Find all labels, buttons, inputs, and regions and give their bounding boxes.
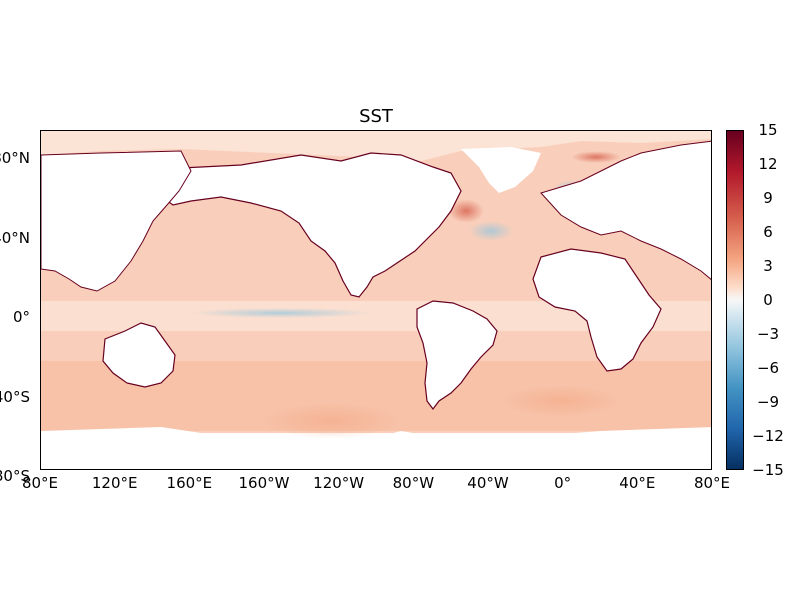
colorbar-tick-label: −3 [756,325,780,343]
sst-map [41,131,711,469]
y-tick-label: 40°N [0,228,30,247]
x-tick-label: 160°E [166,474,213,492]
colorbar-tick-label: −15 [752,461,784,479]
land-greenland [461,147,541,193]
x-tick-label: 40°W [467,474,509,492]
arctic-no-data [41,131,711,161]
land-asia-west [41,150,192,292]
land-antarctica-margin [41,461,711,469]
y-tick-label: 80°N [0,149,30,167]
colorbar-tick-label: −9 [756,393,780,411]
colorbar-tick-label: 3 [763,257,773,275]
colorbar-tick-label: 12 [758,155,778,173]
map-panel [40,130,712,470]
colorbar-tick-label: 6 [763,223,773,241]
y-tick-label: 40°S [0,387,30,406]
map-title: SST [359,106,393,127]
x-tick-label: 40°E [619,474,656,492]
warm-patch-south-atlantic [501,385,621,417]
land-eurasia [540,140,711,280]
colorbar-tick-label: −12 [752,427,784,445]
hot-patch-gulf-stream [448,199,484,223]
colorbar-tick-label: −6 [756,359,780,377]
colorbar-tick-label: 0 [763,291,773,309]
x-tick-label: 120°W [313,474,365,492]
y-tick-label: 80°S [0,467,30,485]
colorbar-tick-label: 9 [763,189,773,207]
y-tick-label: 0° [12,308,30,326]
land-africa [532,248,662,372]
x-tick-label: 80°E [693,474,731,492]
land-north-america [88,152,462,298]
colorbar [726,130,744,470]
x-tick-label: 120°E [91,474,138,492]
land-south-america [416,300,498,410]
x-tick-label: 80°E [21,474,59,492]
ocean-southern-edge [41,427,711,469]
land-australia [102,322,176,388]
colorbar-tick-label: 15 [758,121,778,139]
cool-patch-equatorial-pacific [191,308,371,318]
warm-patch-south-pacific [261,403,401,439]
cool-patch-north-atlantic [469,221,513,241]
x-tick-label: 0° [554,474,572,492]
x-tick-label: 80°W [392,474,435,492]
hot-patch-barents [571,151,621,163]
x-tick-label: 160°W [238,474,290,492]
